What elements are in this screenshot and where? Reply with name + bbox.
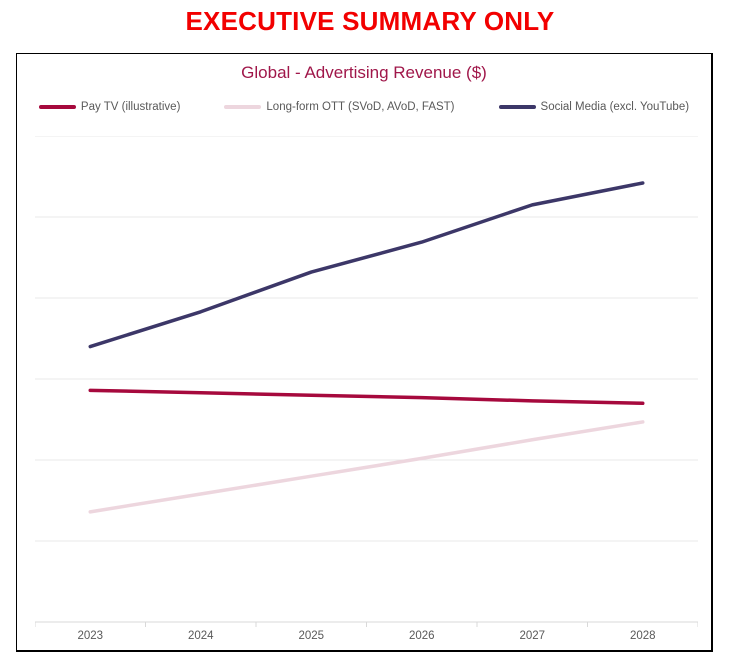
- series-line-long-form-ott-svod-avod-fast: [88, 420, 645, 514]
- legend-label: Social Media (excl. YouTube): [540, 101, 690, 113]
- chart-frame: Global - Advertising Revenue ($) Pay TV …: [16, 53, 713, 652]
- plot-area: 2023 2024 2025 2026 2027 2028: [35, 136, 698, 648]
- x-tick-label: 2026: [409, 630, 435, 642]
- series-line-pay-tv-illustrative: [88, 388, 645, 406]
- page-title: EXECUTIVE SUMMARY ONLY: [185, 6, 555, 36]
- x-tick-label: 2023: [77, 630, 103, 642]
- x-tick-label: 2025: [298, 630, 324, 642]
- series-line-social-media-excl-youtube: [88, 181, 645, 349]
- x-tick-label: 2028: [630, 630, 656, 642]
- legend-label: Pay TV (illustrative): [80, 101, 181, 113]
- legend-item-long-form-ott-svod-avod-fast: Long-form OTT (SVoD, AVoD, FAST): [224, 101, 455, 113]
- chart-title: Global - Advertising Revenue ($): [241, 63, 487, 82]
- legend-label: Long-form OTT (SVoD, AVoD, FAST): [266, 101, 455, 113]
- x-tick-label: 2024: [188, 630, 214, 642]
- legend-swatch-social-media-excl-youtube: [498, 105, 536, 109]
- chart-legend: Pay TV (illustrative) Long-form OTT (SVoD…: [17, 101, 711, 113]
- legend-item-social-media-excl-youtube: Social Media (excl. YouTube): [498, 101, 690, 113]
- legend-swatch-long-form-ott-svod-avod-fast: [224, 105, 262, 109]
- legend-item-pay-tv-illustrative: Pay TV (illustrative): [38, 101, 181, 113]
- line-chart: 2023 2024 2025 2026 2027 2028: [35, 136, 698, 642]
- legend-swatch-pay-tv-illustrative: [38, 105, 76, 109]
- x-tick-label: 2027: [519, 630, 545, 642]
